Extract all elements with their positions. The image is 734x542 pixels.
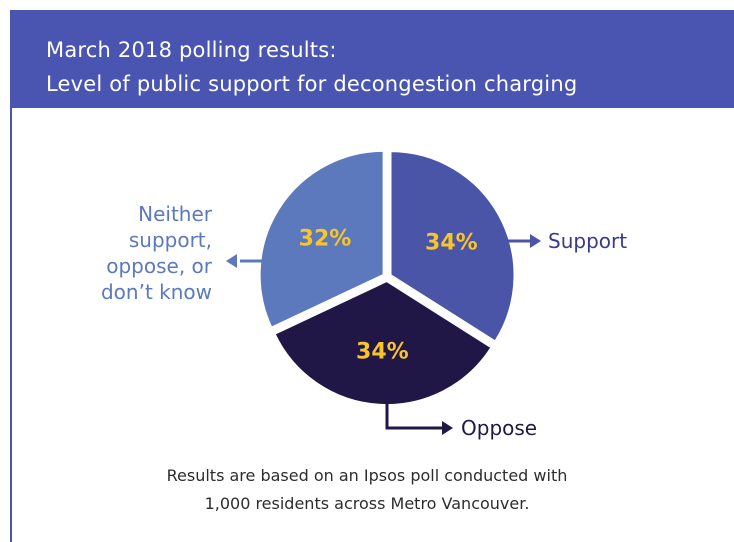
pie-value-label-oppose: 34% [356, 339, 409, 364]
chart-card: March 2018 polling results: Level of pub… [10, 10, 734, 542]
pie-slices [258, 149, 516, 406]
arrow-support-icon [530, 234, 541, 248]
connector-oppose [385, 403, 442, 430]
category-label-support: Support [548, 229, 627, 253]
chart-title-line-2: Level of public support for decongestion… [46, 72, 578, 96]
pie-slice-neither [258, 149, 385, 329]
pie-slice-oppose [273, 279, 493, 406]
pie-value-label-support: 34% [425, 231, 478, 256]
chart-title-line-1: March 2018 polling results: [46, 38, 337, 62]
category-label-neither-line-1: Neither [138, 202, 213, 226]
label-connectors [226, 234, 541, 435]
category-label-neither-line-4: don’t know [101, 280, 212, 304]
category-label-oppose: Oppose [461, 416, 537, 440]
category-label-neither-line-3: oppose, or [106, 254, 213, 278]
arrow-neither-icon [226, 254, 237, 268]
pie-slice-support [389, 150, 516, 343]
chart-header: March 2018 polling results: Level of pub… [12, 10, 734, 108]
pie-labels: 34% 34% 32% Support Oppose Neithersupport,opp… [101, 202, 627, 440]
footnote: Results are based on an Ipsos poll condu… [0, 462, 734, 518]
footnote-line-2: 1,000 residents across Metro Vancouver. [204, 494, 530, 513]
pie-value-label-neither: 32% [299, 227, 352, 252]
footnote-line-1: Results are based on an Ipsos poll condu… [166, 466, 568, 485]
category-label-neither-line-2: support, [129, 228, 212, 252]
arrow-oppose-icon [442, 421, 453, 435]
